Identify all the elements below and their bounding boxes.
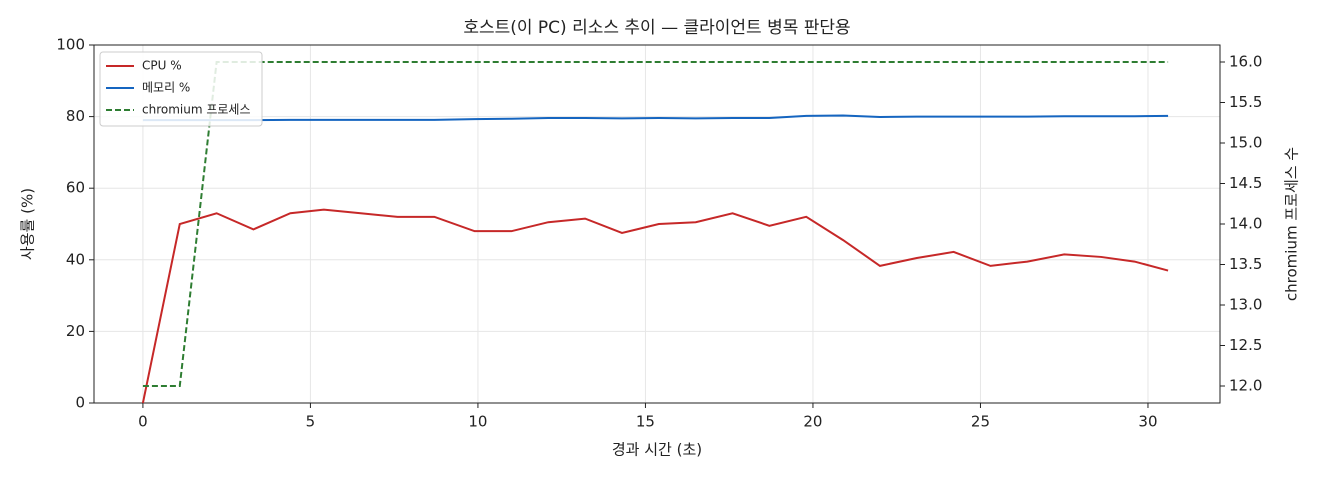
y2-tick-label: 14.0 [1229, 215, 1262, 233]
y-tick-label: 60 [66, 179, 85, 197]
x-tick-label: 0 [138, 413, 148, 431]
y-tick-label: 20 [66, 322, 85, 340]
y2-tick-label: 15.5 [1229, 93, 1262, 111]
y-tick-label: 40 [66, 250, 85, 268]
legend-label: 메모리 % [142, 81, 190, 95]
legend-box [99, 51, 263, 127]
series-line [142, 61, 1169, 387]
y2-tick-label: 12.0 [1229, 376, 1262, 394]
y2-tick-label: 12.5 [1229, 336, 1262, 354]
y-axis-label: 사용률 (%) [19, 188, 37, 260]
legend-label: CPU % [142, 59, 182, 73]
y-tick-label: 0 [75, 394, 85, 412]
y2-axis-label: chromium 프로세스 수 [1283, 147, 1301, 301]
x-tick-label: 25 [971, 413, 990, 431]
y-tick-label: 100 [56, 36, 85, 54]
y2-tick-label: 13.0 [1229, 295, 1262, 313]
y2-tick-label: 14.5 [1229, 174, 1262, 192]
chart-title: 호스트(이 PC) 리소스 추이 — 클라이언트 병목 판단용 [463, 18, 850, 38]
x-axis-label: 경과 시간 (초) [612, 441, 702, 459]
x-tick-label: 10 [468, 413, 487, 431]
x-tick-label: 30 [1138, 413, 1157, 431]
series-line [141, 208, 1169, 404]
x-tick-label: 5 [306, 413, 316, 431]
x-tick-label: 20 [803, 413, 822, 431]
x-tick-label: 15 [636, 413, 655, 431]
y2-tick-label: 16.0 [1229, 53, 1262, 71]
plot-frame [93, 44, 1221, 404]
y2-tick-label: 15.0 [1229, 134, 1262, 152]
series-line [142, 114, 1169, 122]
y-tick-label: 80 [66, 107, 85, 125]
legend-label: chromium 프로세스 [142, 103, 251, 117]
y2-tick-label: 13.5 [1229, 255, 1262, 273]
